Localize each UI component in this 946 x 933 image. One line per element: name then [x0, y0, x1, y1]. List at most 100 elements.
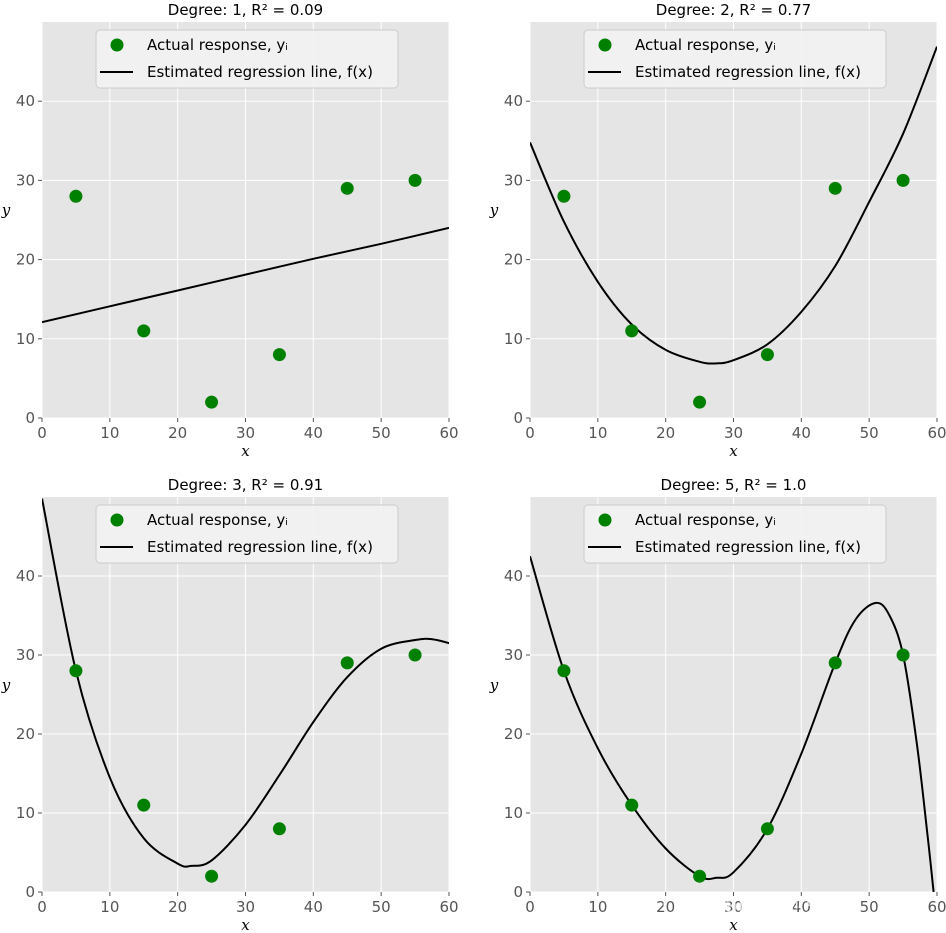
x-tick-label: 60 — [927, 898, 946, 916]
x-axis-label: x — [241, 442, 250, 460]
subplot-degree-2: Degree: 2, R² = 0.77 0 10 20 30 40 50 60 0 10 20 30… — [489, 1, 946, 460]
x-tick-label: 20 — [168, 424, 187, 442]
x-tick-label: 20 — [656, 898, 675, 916]
y-tick-label: 10 — [16, 330, 35, 348]
legend-label-actual: Actual response, yᵢ — [635, 511, 776, 529]
x-tick-label: 50 — [372, 898, 391, 916]
data-point — [340, 656, 354, 670]
x-tick-label: 20 — [656, 424, 675, 442]
data-point — [272, 348, 286, 362]
legend-box — [583, 504, 887, 564]
x-tick-label: 10 — [100, 898, 119, 916]
data-point — [625, 324, 639, 338]
regression-line — [530, 556, 935, 892]
x-tick-label: 40 — [792, 424, 811, 442]
x-tick-label: 10 — [588, 424, 607, 442]
x-axis-label: x — [729, 442, 738, 460]
x-tick-label: 30 — [724, 898, 743, 916]
y-tick-label: 20 — [16, 251, 35, 269]
x-tick-label: 50 — [860, 898, 879, 916]
x-tick-label: 10 — [588, 898, 607, 916]
y-tick-label: 0 — [25, 883, 35, 901]
data-point — [340, 181, 354, 195]
legend-box — [95, 29, 399, 89]
regression-line — [42, 226, 449, 324]
x-tick-label: 60 — [927, 424, 946, 442]
plot-title: Degree: 3, R² = 0.91 — [168, 476, 323, 494]
x-tick-label: 30 — [724, 424, 743, 442]
legend-box — [95, 504, 399, 564]
y-tick-label: 30 — [504, 646, 523, 664]
data-point — [272, 822, 286, 836]
x-tick-label: 40 — [792, 898, 811, 916]
x-tick-label: 50 — [860, 424, 879, 442]
y-tick-label: 30 — [16, 171, 35, 189]
plot-title: Degree: 5, R² = 1.0 — [661, 476, 807, 494]
legend-label-actual: Actual response, yᵢ — [147, 511, 288, 529]
y-tick-label: 10 — [504, 804, 523, 822]
y-tick-label: 20 — [504, 251, 523, 269]
data-point — [137, 324, 151, 338]
x-tick-label: 30 — [236, 898, 255, 916]
legend-marker-points — [110, 38, 124, 52]
data-point — [896, 648, 910, 662]
y-tick-label: 20 — [504, 725, 523, 743]
data-point — [760, 822, 774, 836]
x-tick-label: 50 — [372, 424, 391, 442]
data-point — [557, 189, 571, 203]
x-axis-label: x — [241, 916, 250, 933]
y-tick-label: 0 — [25, 409, 35, 427]
x-tick-label: 0 — [525, 898, 535, 916]
subplot-degree-1: Degree: 1, R² = 0.09 0 10 20 30 40 50 60 0 10 20 30… — [1, 1, 459, 460]
legend-box — [583, 29, 887, 89]
y-tick-label: 0 — [513, 409, 523, 427]
plot-title: Degree: 1, R² = 0.09 — [168, 1, 323, 19]
y-tick-label: 10 — [16, 804, 35, 822]
watermark: 雪球 · Tushare挖地兔 — [610, 893, 826, 918]
x-tick-label: 30 — [236, 424, 255, 442]
data-point — [205, 869, 219, 883]
y-tick-label: 0 — [513, 883, 523, 901]
subplot-degree-5: Degree: 5, R² = 1.0 0 10 20 30 40 50 60 0 10 20 30 4… — [489, 476, 946, 933]
legend-label-actual: Actual response, yᵢ — [147, 36, 288, 54]
data-point — [408, 648, 422, 662]
y-tick-label: 30 — [504, 171, 523, 189]
data-point — [693, 395, 707, 409]
data-point — [69, 664, 83, 678]
y-axis-label: y — [489, 676, 499, 694]
data-point — [760, 348, 774, 362]
data-point — [557, 664, 571, 678]
x-tick-label: 20 — [168, 898, 187, 916]
legend-label-actual: Actual response, yᵢ — [635, 36, 776, 54]
data-point — [137, 798, 151, 812]
data-point — [828, 181, 842, 195]
legend-label-estimated: Estimated regression line, f(x) — [147, 63, 373, 81]
data-point — [693, 869, 707, 883]
legend-label-estimated: Estimated regression line, f(x) — [635, 63, 861, 81]
y-tick-label: 20 — [16, 725, 35, 743]
x-tick-label: 0 — [525, 424, 535, 442]
regression-line — [42, 498, 449, 868]
x-tick-label: 0 — [37, 898, 47, 916]
data-point — [625, 798, 639, 812]
data-point — [896, 173, 910, 187]
x-tick-label: 10 — [100, 424, 119, 442]
data-point — [69, 189, 83, 203]
x-tick-label: 60 — [439, 424, 458, 442]
y-tick-label: 40 — [504, 567, 523, 585]
x-tick-label: 40 — [304, 898, 323, 916]
data-point — [408, 173, 422, 187]
data-point — [828, 656, 842, 670]
y-tick-label: 40 — [16, 92, 35, 110]
y-axis-label: y — [1, 676, 11, 694]
y-tick-label: 10 — [504, 330, 523, 348]
y-tick-label: 30 — [16, 646, 35, 664]
legend-label-estimated: Estimated regression line, f(x) — [635, 538, 861, 556]
legend-marker-points — [110, 513, 124, 527]
y-tick-label: 40 — [16, 567, 35, 585]
x-tick-label: 60 — [439, 898, 458, 916]
y-tick-label: 40 — [504, 92, 523, 110]
legend-label-estimated: Estimated regression line, f(x) — [147, 538, 373, 556]
plot-title: Degree: 2, R² = 0.77 — [656, 1, 811, 19]
